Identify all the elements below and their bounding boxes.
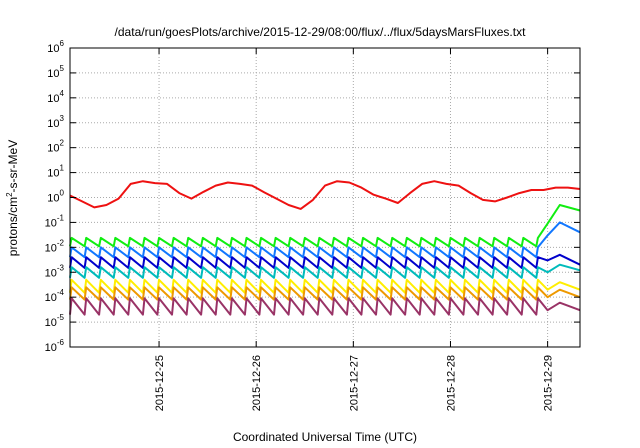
y-tick-label: 10-3	[45, 263, 65, 279]
chart-title: /data/run/goesPlots/archive/2015-12-29/0…	[115, 25, 527, 39]
x-axis-label: Coordinated Universal Time (UTC)	[233, 430, 417, 444]
y-tick-label: 102	[47, 139, 64, 155]
y-tick-label: 10-6	[45, 338, 65, 354]
y-axis-label: protons/cm2-s-sr-MeV	[5, 140, 20, 256]
series-line-6	[69, 278, 581, 294]
y-tick-label: 101	[47, 164, 64, 180]
x-tick-label: 2015-12-29	[543, 355, 555, 411]
x-axis: 2015-12-25 2015-12-26 2015-12-27 2015-12-28…	[154, 48, 555, 411]
x-tick-label: 2015-12-26	[251, 355, 263, 411]
series-line-5	[69, 263, 581, 279]
series-line-4	[69, 253, 581, 269]
series-line-8	[69, 297, 581, 316]
x-tick-label: 2015-12-25	[154, 355, 166, 411]
series-line-7	[69, 286, 581, 301]
x-tick-label: 2015-12-28	[445, 355, 457, 411]
series-line-2	[69, 204, 581, 248]
y-axis: 10-6 10-5 10-4 10-3 10-2 10-1 100 101 102 103 104 1…	[45, 39, 580, 354]
y-tick-label: 104	[47, 89, 64, 105]
series-line-3	[69, 221, 581, 259]
y-tick-label: 106	[47, 39, 64, 55]
y-tick-label: 105	[47, 64, 64, 80]
y-tick-label: 10-1	[45, 213, 65, 229]
y-tick-label: 10-4	[45, 288, 65, 304]
y-tick-label: 10-5	[45, 313, 65, 329]
x-tick-label: 2015-12-27	[348, 355, 360, 411]
series-line-1	[69, 180, 581, 210]
y-tick-label: 103	[47, 114, 64, 130]
y-tick-label: 100	[47, 189, 64, 205]
series-group	[69, 180, 581, 316]
y-tick-label: 10-2	[45, 238, 65, 254]
